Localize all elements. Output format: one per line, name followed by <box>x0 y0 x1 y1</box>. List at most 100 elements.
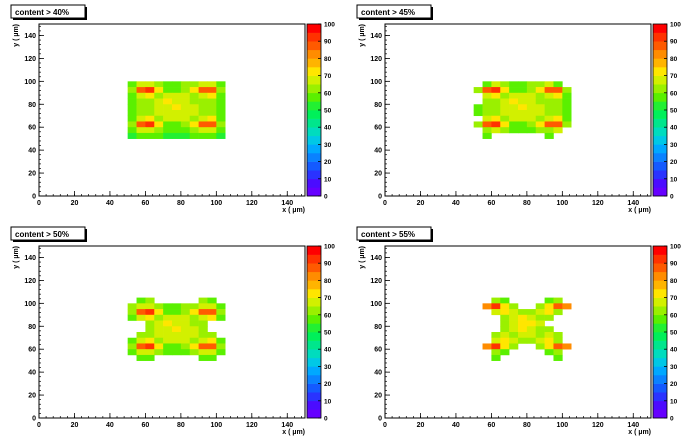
heatmap-cell <box>207 314 217 321</box>
heatmap-cell <box>145 87 155 94</box>
colorbar-swatch <box>307 127 321 137</box>
heatmap-cell <box>509 121 519 128</box>
heatmap-cell <box>145 98 155 105</box>
heatmap-cell <box>500 320 510 327</box>
heatmap-cell <box>544 92 554 99</box>
heatmap-cell <box>189 314 199 321</box>
y-axis-label: y ( µm) <box>359 246 366 269</box>
heatmap-cell <box>553 303 563 310</box>
colorbar-swatch <box>307 409 321 419</box>
colorbar-tick-label: 50 <box>670 330 678 337</box>
colorbar-swatch <box>307 332 321 341</box>
heatmap-cell <box>198 115 208 122</box>
colorbar-swatch <box>653 170 667 180</box>
heatmap-cell <box>172 314 182 321</box>
x-tick-label: 60 <box>142 422 150 429</box>
heatmap-cell <box>553 87 563 94</box>
x-tick-label: 120 <box>246 200 258 207</box>
heatmap-cell <box>535 87 545 94</box>
heatmap-cell <box>136 98 146 105</box>
colorbar-tick-label: 80 <box>324 56 332 63</box>
heatmap-cell <box>216 132 226 139</box>
plot-border <box>38 245 306 419</box>
colorbar-swatch <box>653 357 667 367</box>
x-tick-label: 100 <box>556 422 568 429</box>
heatmap-cell <box>544 349 554 356</box>
heatmap-cell <box>491 104 501 111</box>
y-tick-label: 0 <box>32 416 36 423</box>
heatmap-cell <box>500 332 510 339</box>
colorbar-swatch <box>653 153 667 162</box>
heatmap-cell <box>500 98 510 105</box>
heatmap-cell <box>482 303 492 310</box>
heatmap-cell <box>473 121 483 128</box>
heatmap-cell <box>172 81 182 88</box>
y-tick-label: 140 <box>24 255 36 262</box>
heatmap-cell <box>482 343 492 350</box>
colorbar-tick-label: 80 <box>324 278 332 285</box>
colorbar-tick-label: 0 <box>670 416 674 423</box>
heatmap-cell <box>198 297 208 304</box>
heatmap-cell <box>562 104 572 111</box>
heatmap-cell <box>198 98 208 105</box>
heatmap-cell <box>500 326 510 333</box>
chart-title: content > 45% <box>361 8 415 17</box>
heatmap-cell <box>207 121 217 128</box>
x-tick-label: 120 <box>592 422 604 429</box>
heatmap-cell <box>145 314 155 321</box>
heatmap-cell <box>163 326 173 333</box>
heatmap-cell <box>172 309 182 316</box>
heatmap-cell <box>172 332 182 339</box>
heatmap-cell <box>553 104 563 111</box>
heatmap-cell <box>526 309 537 316</box>
heatmap-cell <box>526 121 537 128</box>
heatmap-cell <box>500 349 510 356</box>
heatmap-cell <box>535 121 545 128</box>
colorbar-tick-label: 50 <box>324 108 332 115</box>
y-tick-label: 120 <box>370 278 382 285</box>
heatmap-cell <box>154 87 164 94</box>
heatmap-cell <box>526 115 537 122</box>
x-tick-label: 140 <box>627 200 639 207</box>
heatmap-cell <box>180 127 191 134</box>
heatmap-cell <box>189 115 199 122</box>
heatmap-cell <box>216 343 226 350</box>
y-tick-label: 120 <box>370 56 382 63</box>
heatmap-cell <box>500 314 510 321</box>
x-axis-label: x ( µm) <box>628 429 651 436</box>
colorbar-swatch <box>653 263 667 273</box>
heatmap-cell <box>562 87 572 94</box>
colorbar-tick-label: 20 <box>324 381 332 388</box>
y-tick-label: 140 <box>24 33 36 40</box>
colorbar-swatch <box>307 254 321 264</box>
heatmap-cell <box>544 104 554 111</box>
heatmap-cell <box>216 92 226 99</box>
y-tick-label: 140 <box>370 255 382 262</box>
heatmap-cell <box>207 81 217 88</box>
heatmap-cell <box>562 92 572 99</box>
heatmap-cell <box>518 337 528 344</box>
heatmap-cell <box>163 332 173 339</box>
colorbar-tick-label: 40 <box>324 125 332 132</box>
x-tick-label: 60 <box>142 200 150 207</box>
heatmap-cell <box>180 121 191 128</box>
heatmap-cell <box>544 132 554 139</box>
colorbar-swatch <box>653 84 667 94</box>
heatmap-cell <box>163 104 173 111</box>
colorbar-tick-label: 100 <box>670 244 681 251</box>
heatmap-cell <box>154 110 164 117</box>
heatmap-cell <box>172 132 182 139</box>
heatmap-cell <box>180 337 191 344</box>
heatmap-cell <box>526 320 537 327</box>
colorbar-swatch <box>307 383 321 393</box>
heatmap-cell <box>491 303 501 310</box>
heatmap-cell <box>180 115 191 122</box>
colorbar-tick-label: 10 <box>670 398 678 405</box>
heatmap-cell <box>136 309 146 316</box>
heatmap-cell <box>509 115 519 122</box>
heatmap-cell <box>473 104 483 111</box>
colorbar-swatch <box>653 135 667 145</box>
heatmap-cell <box>207 98 217 105</box>
heatmap-cell <box>163 87 173 94</box>
heatmap-cell <box>553 98 563 105</box>
